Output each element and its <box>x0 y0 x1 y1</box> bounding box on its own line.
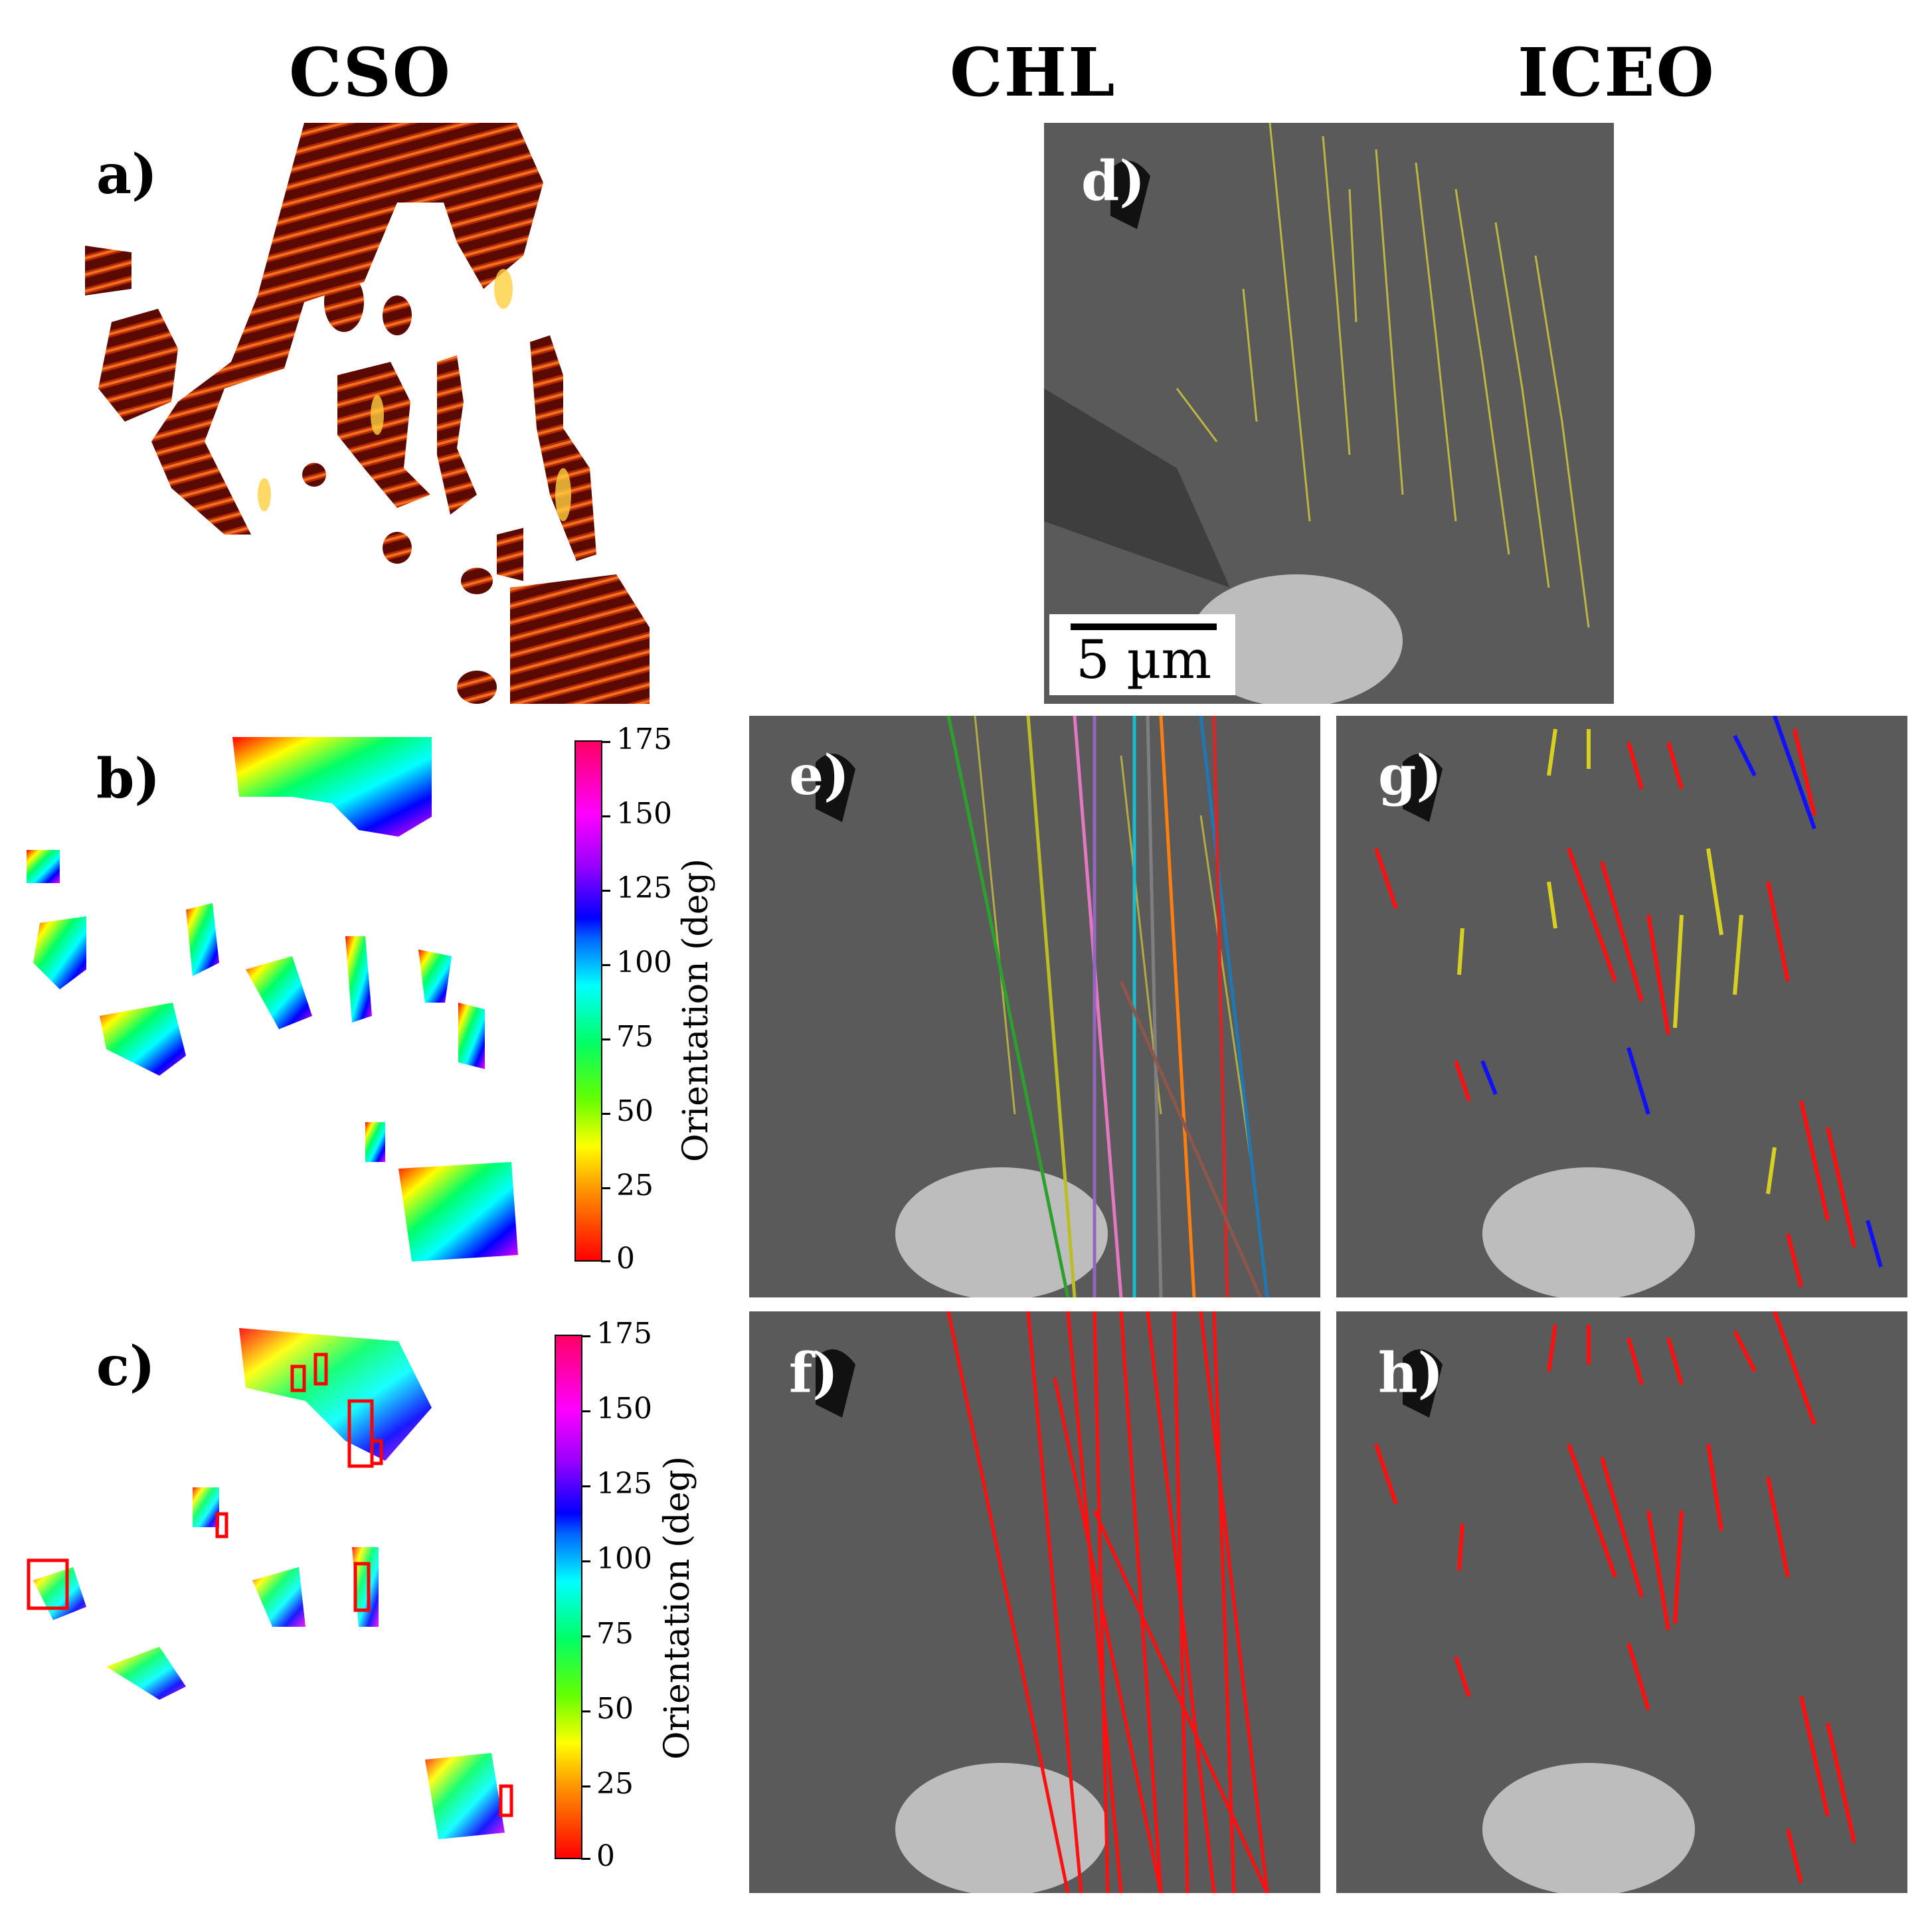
orientation-map-image <box>27 737 518 1262</box>
colorbar-c-tick: 100 <box>596 1542 652 1576</box>
chl-red-lines <box>816 1311 1269 1893</box>
colorbar-b-tick: 150 <box>616 797 672 831</box>
label-g: g) <box>1378 744 1443 807</box>
colorbar-b-tick: 25 <box>616 1169 654 1202</box>
chl-colored-lines <box>816 716 1269 1297</box>
colorbar-c-tick: 150 <box>596 1392 652 1426</box>
label-h: h) <box>1378 1341 1444 1405</box>
colorbar-b-tick: 0 <box>616 1242 635 1276</box>
colorbar-b-tick: 75 <box>616 1020 654 1054</box>
colorbar-b-tick: 175 <box>616 722 672 756</box>
label-e: e) <box>789 744 849 807</box>
colorbar-c-tick: 0 <box>596 1839 615 1873</box>
colorbar-c-tick: 175 <box>596 1317 652 1351</box>
colorbar-b-tick: 125 <box>616 871 672 905</box>
colorbar-c <box>555 1335 582 1859</box>
colorbar-c-tick: 75 <box>596 1617 634 1651</box>
label-d: d) <box>1081 149 1146 213</box>
panel-g-iceo-fits <box>1336 716 1907 1297</box>
colorbar-c-tick: 25 <box>596 1767 634 1801</box>
scale-bar-label: 5 µm <box>1076 629 1212 691</box>
colorbar-c-label: Orientation (deg) <box>658 1455 697 1760</box>
iceo-red-segments <box>1374 1311 1856 1893</box>
scale-bar <box>1071 623 1217 630</box>
colorbar-b-label: Orientation (deg) <box>676 858 716 1162</box>
header-chl: CHL <box>950 33 1116 112</box>
filtered-orientation-image <box>27 1328 513 1839</box>
panel-a-cso-map <box>85 123 653 704</box>
label-b: b) <box>96 747 161 811</box>
header-cso: CSO <box>289 33 452 112</box>
colorbar-c-tick: 50 <box>596 1692 634 1726</box>
colorbar-b-tick: 100 <box>616 946 672 979</box>
colorbar-c-tick: 125 <box>596 1467 652 1501</box>
panel-b-orientation-map <box>27 737 531 1268</box>
panel-c-orientation-map <box>27 1328 518 1872</box>
colorbar-b-tick: 50 <box>616 1094 654 1128</box>
iceo-colored-segments <box>1374 716 1883 1297</box>
panel-e-chl-fits <box>749 716 1320 1297</box>
scale-bar-box: 5 µm <box>1049 614 1235 695</box>
label-a: a) <box>96 143 157 207</box>
sem-outline-image <box>1044 123 1590 704</box>
cso-heat-image <box>85 123 650 704</box>
header-iceo: ICEO <box>1518 33 1715 112</box>
panel-d-sem-image <box>1044 123 1614 704</box>
label-f: f) <box>789 1341 839 1405</box>
colorbar-b <box>574 740 602 1262</box>
label-c: c) <box>96 1335 155 1398</box>
panel-f-chl-fits <box>749 1311 1320 1893</box>
panel-h-iceo-fits <box>1336 1311 1907 1893</box>
